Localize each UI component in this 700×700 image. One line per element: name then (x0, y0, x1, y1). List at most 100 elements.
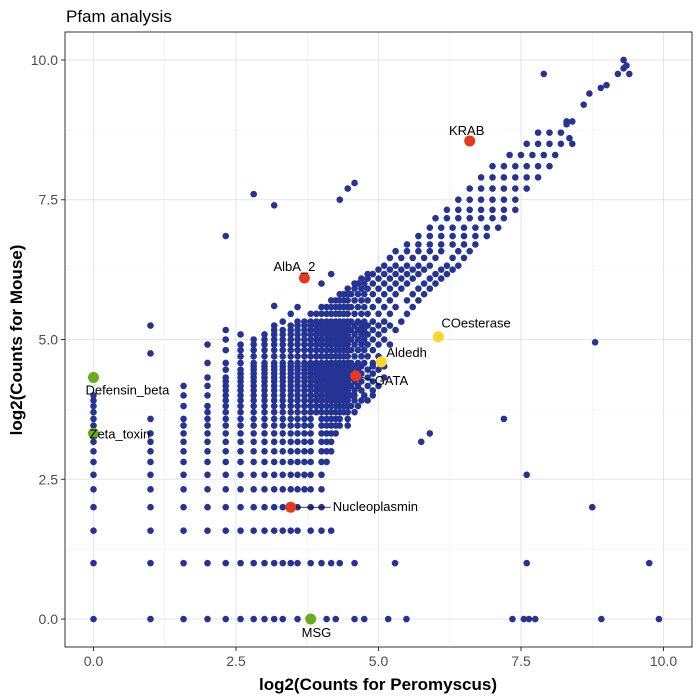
data-point (375, 341, 382, 348)
x-tick-label: 5.0 (369, 653, 389, 669)
data-point (90, 527, 97, 535)
data-point (360, 346, 368, 354)
data-point (380, 270, 388, 278)
data-point (586, 90, 593, 97)
data-point (351, 397, 358, 404)
data-point (180, 559, 187, 567)
data-point (403, 241, 411, 248)
data-point (327, 341, 335, 348)
data-point (369, 392, 377, 399)
data-point (655, 615, 663, 623)
highlight-point (298, 272, 310, 284)
data-point (237, 448, 244, 455)
data-point (307, 559, 314, 567)
data-point (261, 486, 268, 493)
data-point (318, 486, 325, 493)
data-point (512, 196, 519, 204)
data-point (261, 471, 268, 479)
data-point (147, 527, 154, 535)
data-point (287, 458, 295, 466)
data-point (222, 422, 230, 429)
data-point (294, 303, 301, 311)
data-point (180, 486, 187, 493)
data-point (204, 471, 211, 479)
data-point (318, 336, 325, 343)
data-point (250, 346, 257, 354)
data-point (323, 415, 330, 423)
data-point (180, 392, 187, 399)
data-point (307, 422, 314, 429)
data-point (323, 336, 330, 343)
data-point (360, 615, 368, 623)
data-point (301, 408, 308, 416)
data-point (392, 262, 399, 270)
data-point (270, 430, 278, 437)
data-point (344, 415, 352, 423)
data-point (403, 280, 411, 287)
data-point (261, 458, 268, 466)
data-point (250, 486, 257, 493)
data-point (489, 196, 496, 204)
data-point (375, 331, 382, 338)
data-point (90, 438, 97, 446)
data-point (237, 366, 244, 373)
data-point (523, 185, 530, 192)
data-point (489, 162, 496, 170)
data-point (318, 471, 325, 479)
data-point (351, 297, 358, 304)
data-point (437, 241, 445, 248)
data-point (437, 224, 445, 231)
data-point (426, 262, 434, 270)
data-point (294, 615, 301, 623)
data-point (369, 270, 377, 278)
data-point (318, 448, 325, 455)
data-point (180, 438, 187, 446)
data-point (287, 336, 295, 343)
data-point (620, 56, 627, 64)
data-point (344, 185, 352, 192)
data-point (386, 285, 394, 292)
data-point (398, 285, 405, 292)
data-point (180, 527, 187, 535)
data-point (307, 438, 314, 446)
data-point (466, 185, 474, 192)
data-point (588, 503, 596, 511)
data-point (313, 318, 320, 325)
data-point (344, 352, 352, 360)
data-point (147, 438, 154, 446)
data-point (301, 486, 308, 493)
data-point (327, 402, 335, 410)
data-point (279, 415, 287, 423)
data-point (517, 151, 525, 159)
highlight-point (464, 135, 476, 147)
data-point (237, 458, 244, 466)
data-point (222, 408, 230, 416)
data-point (307, 458, 314, 466)
data-point (204, 402, 211, 410)
data-point (222, 402, 230, 410)
data-point (222, 559, 230, 567)
data-point (323, 318, 330, 325)
data-point (415, 241, 422, 248)
data-point (250, 615, 257, 623)
data-point (437, 232, 445, 240)
data-point (354, 326, 362, 334)
data-point (204, 527, 211, 535)
data-point (318, 458, 325, 466)
data-point (307, 352, 314, 360)
data-point (347, 318, 355, 325)
data-point (90, 615, 97, 623)
data-point (222, 415, 230, 423)
data-point (375, 297, 382, 304)
data-point (313, 359, 320, 367)
data-point (323, 448, 330, 455)
data-point (90, 448, 97, 455)
data-point (354, 290, 362, 298)
data-point (523, 162, 530, 170)
data-point (364, 374, 371, 381)
data-point (369, 359, 377, 367)
data-point (250, 392, 257, 399)
data-point (204, 448, 211, 455)
data-point (323, 341, 330, 348)
